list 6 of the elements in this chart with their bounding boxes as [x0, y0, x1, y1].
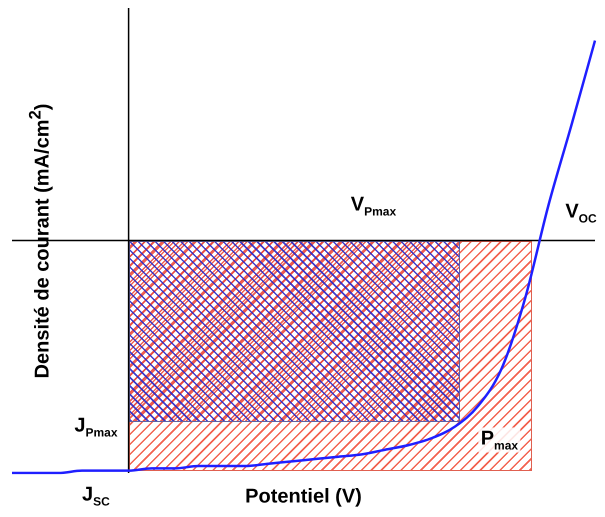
x-axis-title: Potentiel (V): [245, 486, 362, 508]
annotation: J$_{Pmax}$: [72, 414, 120, 439]
text: J$_{SC}$: [80, 484, 112, 509]
annotation: P$_{max}$: [478, 428, 520, 453]
annotation: V$_{Pmax}$: [348, 193, 398, 218]
annotation: V$_{OC}$: [563, 200, 599, 226]
